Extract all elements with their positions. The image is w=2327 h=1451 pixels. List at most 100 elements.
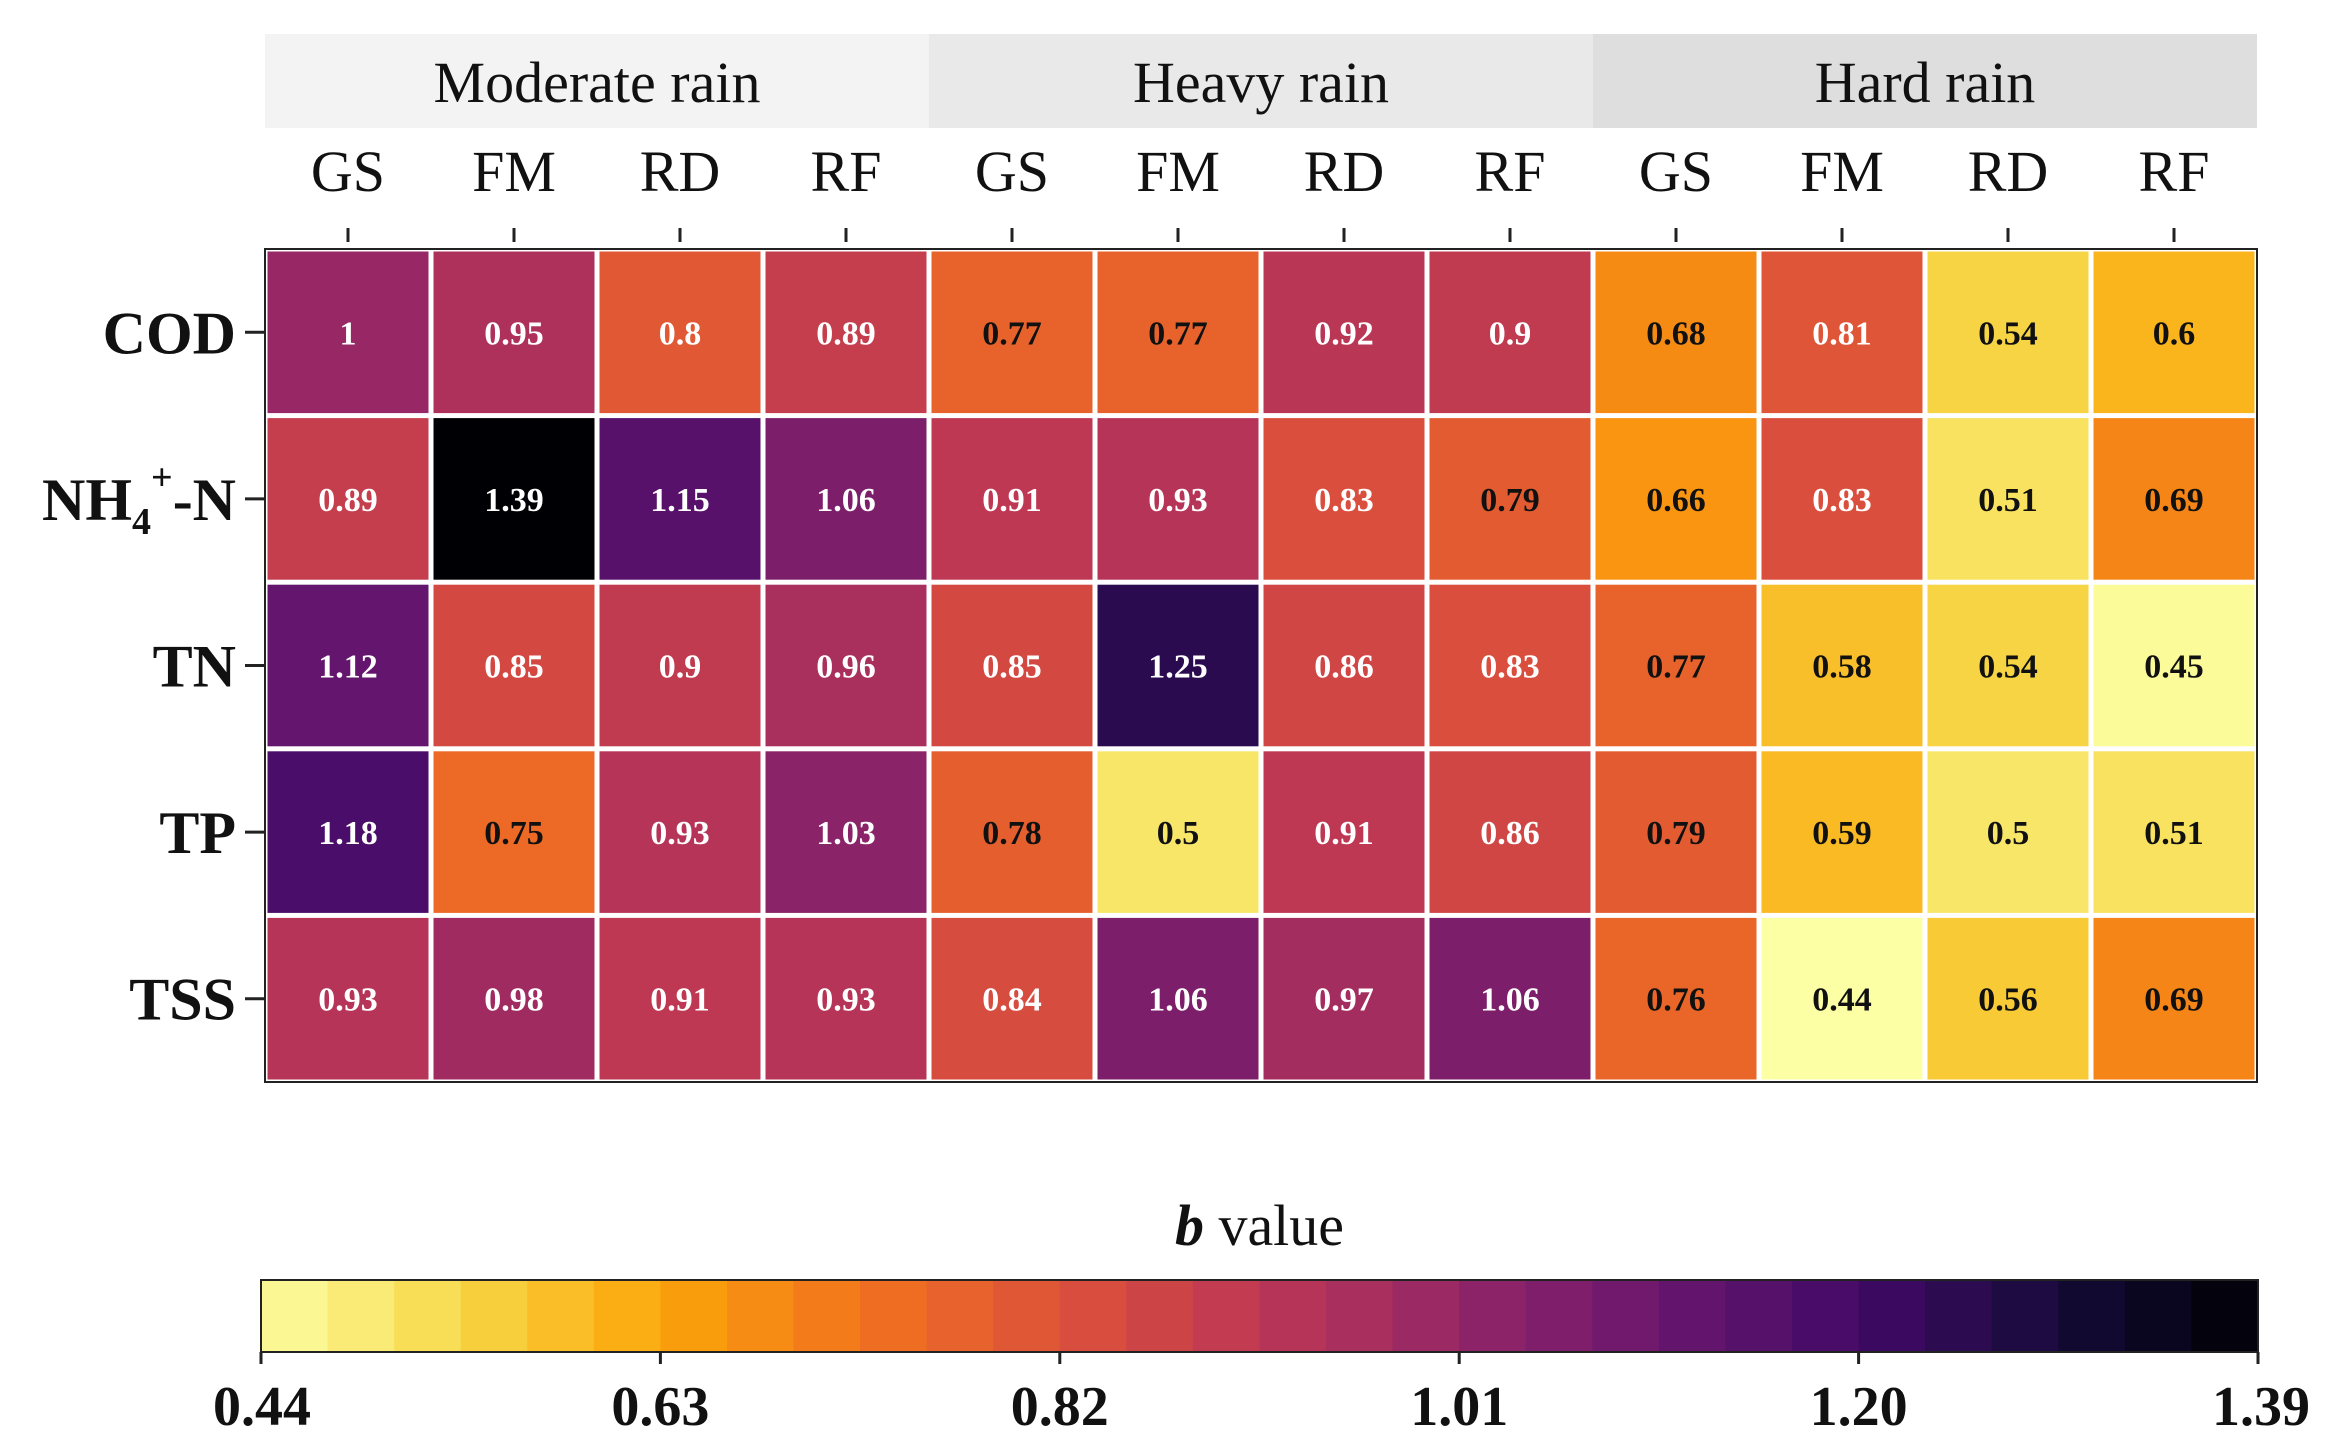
heatmap-cell [1595, 917, 1757, 1080]
column-label: RF [1475, 139, 1546, 204]
heatmap-cell [433, 418, 595, 580]
heatmap-cell [931, 751, 1093, 913]
heatmap-cell [1429, 584, 1591, 747]
colorbar-bin [660, 1280, 728, 1352]
group-header-band [929, 34, 1593, 128]
heatmap-cell [931, 418, 1093, 580]
cell-value-label: 0.86 [1314, 649, 1374, 686]
column-label: GS [1639, 139, 1713, 204]
cell-value-label: 0.93 [318, 982, 378, 1019]
heatmap-cell [599, 584, 761, 747]
cell-value-label: 0.98 [484, 982, 544, 1019]
heatmap-cell [2093, 418, 2255, 580]
colorbar-bin [327, 1280, 395, 1352]
colorbar-frame [260, 1279, 2259, 1353]
cell-value-label: 0.92 [1314, 315, 1374, 352]
colorbar-bin [926, 1280, 994, 1352]
heatmap-cell [433, 751, 595, 913]
colorbar-title: b value [1175, 1193, 1344, 1258]
cell-value-label: 0.83 [1314, 482, 1374, 519]
heatmap-cell [1429, 251, 1591, 414]
colorbar-bin [1592, 1280, 1660, 1352]
column-label: FM [472, 139, 556, 204]
column-label: RD [640, 139, 721, 204]
colorbar-bin [1525, 1280, 1593, 1352]
heatmap-cell [1927, 251, 2089, 414]
heatmap-cell [1429, 418, 1591, 580]
group-header-label: Hard rain [1815, 50, 2036, 115]
heatmap-cell [1927, 751, 2089, 913]
cell-value-label: 0.95 [484, 315, 544, 352]
cell-value-label: 0.77 [982, 315, 1042, 352]
cell-value-label: 0.51 [2144, 815, 2204, 852]
cell-value-label: 1.39 [484, 482, 544, 519]
cell-value-label: 0.93 [816, 982, 876, 1019]
colorbar-bin [1392, 1280, 1460, 1352]
colorbar-tick-label: 1.01 [1410, 1376, 1508, 1438]
column-labels: GS FM RD RF GS FM RD RF GS FM RD RF [311, 139, 2210, 204]
cell-value-label: 0.58 [1812, 649, 1872, 686]
heatmap-cell [1761, 584, 1923, 747]
heatmap-cell [1097, 917, 1259, 1080]
row-labels: COD NH4+-N TN TP TSS [42, 300, 265, 1033]
cell-value-label: 0.96 [816, 649, 876, 686]
column-label: RD [1304, 139, 1385, 204]
heatmap-background [265, 249, 2257, 1082]
cell-value-label: 1.06 [816, 482, 876, 519]
cell-value-label: 0.91 [650, 982, 710, 1019]
cell-value-label: 0.75 [484, 815, 544, 852]
cell-value-label: 0.9 [659, 649, 702, 686]
cell-value-label: 0.79 [1646, 815, 1706, 852]
colorbar-bin [793, 1280, 861, 1352]
colorbar-tick-label: 0.63 [611, 1376, 709, 1438]
cell-value-label: 0.84 [982, 982, 1042, 1019]
colorbar-bin [2058, 1280, 2126, 1352]
cell-value-label: 0.81 [1812, 315, 1872, 352]
heatmap-cell [1263, 917, 1425, 1080]
row-label: NH4+-N [42, 457, 236, 543]
cell-value-label: 1.18 [318, 815, 378, 852]
column-label: FM [1136, 139, 1220, 204]
cell-value-label: 1 [340, 315, 357, 352]
row-label: TSS [129, 967, 236, 1033]
colorbar-bin [993, 1280, 1061, 1352]
cell-value-label: 0.77 [1148, 315, 1208, 352]
heatmap-cell [599, 917, 761, 1080]
cell-value-label: 0.86 [1480, 815, 1540, 852]
heatmap-cell [267, 917, 429, 1080]
heatmap-cell [267, 251, 429, 414]
heatmap-cell [267, 751, 429, 913]
heatmap-cell [1097, 584, 1259, 747]
column-label: RF [811, 139, 882, 204]
cell-value-label: 0.54 [1978, 649, 2038, 686]
heatmap-cell [2093, 584, 2255, 747]
cell-value-label: 0.59 [1812, 815, 1872, 852]
colorbar-bin [593, 1280, 661, 1352]
group-header-band [265, 34, 929, 128]
cell-value-label: 0.51 [1978, 482, 2038, 519]
heatmap-cell [1761, 251, 1923, 414]
group-header-label: Moderate rain [434, 50, 761, 115]
colorbar-bin [527, 1280, 595, 1352]
row-label: COD [103, 300, 236, 366]
colorbar-bin [1792, 1280, 1860, 1352]
heatmap-cell [599, 751, 761, 913]
heatmap-cell [433, 251, 595, 414]
cell-value-label: 0.91 [1314, 815, 1374, 852]
heatmap-cell [1761, 917, 1923, 1080]
heatmap-cell [1429, 751, 1591, 913]
heatmap-cell [765, 251, 927, 414]
heatmap-cell [2093, 251, 2255, 414]
heatmap-frame [264, 248, 2258, 1083]
column-label: GS [975, 139, 1049, 204]
heatmap-cell [765, 584, 927, 747]
cell-value-label: 0.83 [1480, 649, 1540, 686]
cell-value-label: 1.12 [318, 649, 378, 686]
colorbar-bin [2124, 1280, 2193, 1352]
cell-value-label: 0.89 [816, 315, 876, 352]
colorbar-bin [1725, 1280, 1793, 1352]
heatmap-cell [433, 917, 595, 1080]
cell-value-label: 1.06 [1480, 982, 1540, 1019]
cell-value-label: 0.9 [1489, 315, 1532, 352]
cell-value-label: 0.66 [1646, 482, 1706, 519]
